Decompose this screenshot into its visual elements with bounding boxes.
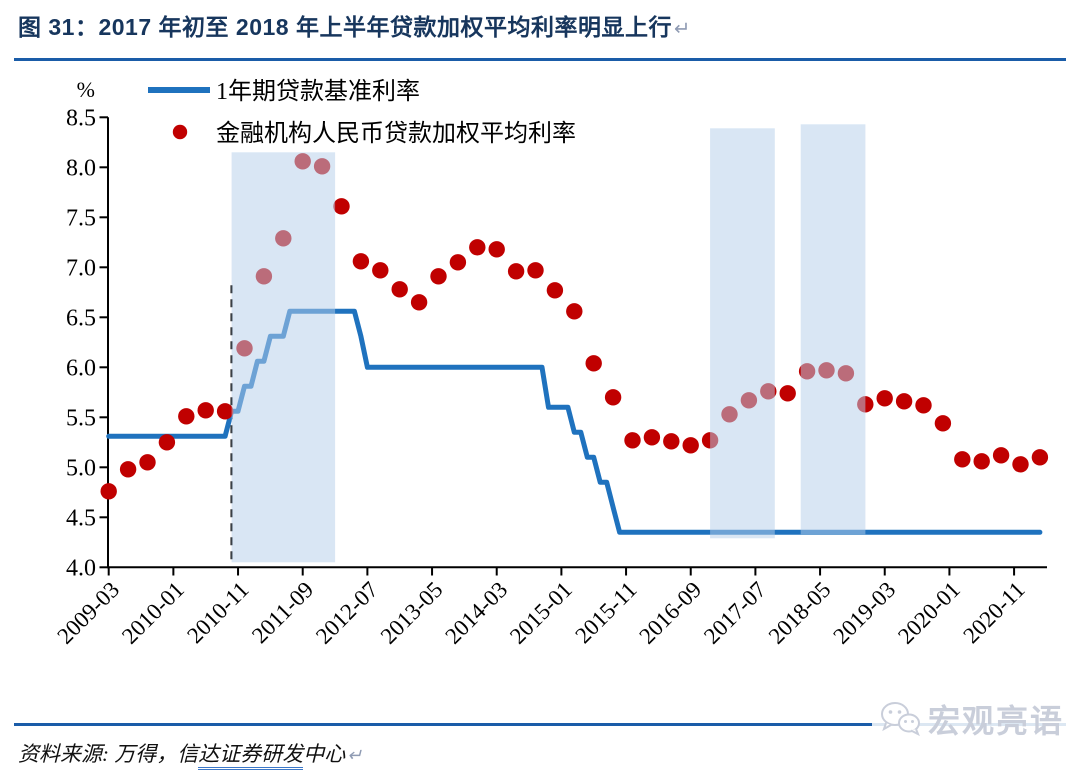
svg-text:5.5: 5.5 bbox=[66, 405, 96, 431]
svg-text:4.5: 4.5 bbox=[66, 505, 96, 531]
watermark-logo: 宏观亮语 bbox=[872, 694, 1071, 744]
bottom-divider bbox=[14, 723, 1066, 726]
svg-text:6.5: 6.5 bbox=[66, 305, 96, 331]
svg-text:2012-07: 2012-07 bbox=[311, 577, 383, 649]
svg-text:2015-11: 2015-11 bbox=[570, 577, 641, 648]
top-divider bbox=[14, 58, 1066, 61]
watermark-text: 宏观亮语 bbox=[928, 703, 1065, 739]
svg-text:2015-01: 2015-01 bbox=[505, 577, 577, 649]
legend-dot-sample bbox=[172, 124, 188, 140]
x-axis bbox=[107, 566, 1047, 576]
source-note: 资料来源: 万得，信达证券研发中心 ↵ bbox=[18, 738, 363, 770]
svg-text:6.0: 6.0 bbox=[66, 355, 96, 381]
svg-text:2013-05: 2013-05 bbox=[376, 577, 448, 649]
svg-text:2010-11: 2010-11 bbox=[182, 577, 253, 648]
shaded-region bbox=[800, 124, 866, 535]
svg-text:8.5: 8.5 bbox=[66, 105, 96, 131]
svg-text:2017-07: 2017-07 bbox=[699, 577, 771, 649]
legend-label-benchmark: 1年期贷款基准利率 bbox=[216, 78, 420, 105]
svg-text:2010-01: 2010-01 bbox=[117, 577, 189, 649]
svg-text:8.0: 8.0 bbox=[66, 155, 96, 181]
wechat-icon bbox=[881, 702, 920, 737]
shaded-region bbox=[710, 128, 775, 539]
svg-text:2018-05: 2018-05 bbox=[764, 577, 836, 649]
return-mark-icon: ↵ bbox=[347, 745, 363, 765]
x-axis-labels: 2009-032010-012010-112011-092012-072013-… bbox=[52, 577, 1029, 649]
return-mark-icon: ↵ bbox=[673, 18, 691, 40]
svg-text:7.0: 7.0 bbox=[66, 255, 96, 281]
svg-text:7.5: 7.5 bbox=[66, 205, 96, 231]
shaded-region bbox=[231, 152, 336, 563]
y-axis bbox=[99, 116, 109, 569]
source-underlined-text: 达证券研发 bbox=[198, 742, 304, 770]
svg-text:2019-03: 2019-03 bbox=[828, 577, 900, 649]
svg-text:2016-09: 2016-09 bbox=[634, 577, 706, 649]
svg-text:2020-11: 2020-11 bbox=[958, 577, 1029, 648]
svg-text:2020-01: 2020-01 bbox=[893, 577, 965, 649]
source-text: 资料来源: 万得，信 bbox=[18, 742, 199, 766]
svg-text:4.0: 4.0 bbox=[66, 555, 96, 581]
legend-label-weighted-avg: 金融机构人民币贷款加权平均利率 bbox=[216, 120, 576, 147]
figure-title-text: 图 31：2017 年初至 2018 年上半年贷款加权平均利率明显上行 bbox=[18, 14, 672, 40]
svg-text:2011-09: 2011-09 bbox=[247, 577, 318, 648]
highlight-bands bbox=[231, 124, 866, 563]
svg-text:2009-03: 2009-03 bbox=[52, 577, 124, 649]
percent-unit-label: % bbox=[77, 77, 95, 102]
svg-text:5.0: 5.0 bbox=[66, 455, 96, 481]
y-axis-labels: 4.0 4.5 5.0 5.5 6.0 6.5 7.0 7.5 8.0 8.5% bbox=[66, 77, 96, 581]
svg-text:2014-03: 2014-03 bbox=[440, 577, 512, 649]
source-text-suffix: 中心 bbox=[303, 742, 346, 766]
figure-title: 图 31：2017 年初至 2018 年上半年贷款加权平均利率明显上行 ↵ bbox=[18, 8, 691, 42]
